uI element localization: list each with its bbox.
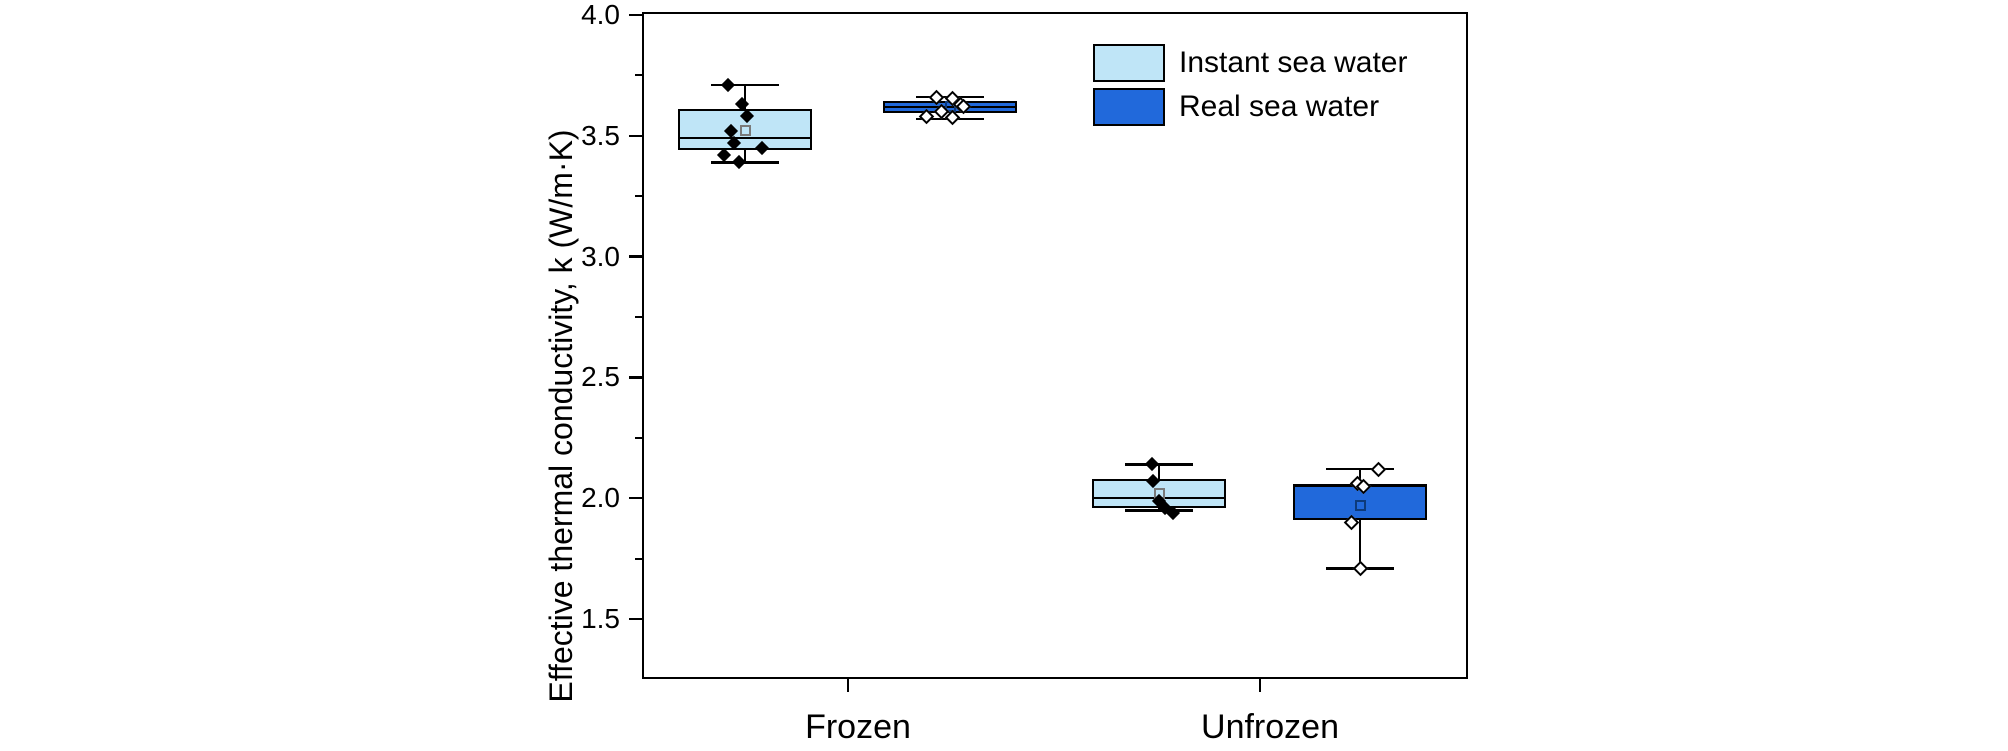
whisker-line-upper xyxy=(1158,464,1160,479)
y-major-tick xyxy=(629,13,642,17)
y-tick-label: 3.0 xyxy=(581,240,620,272)
x-category-label: Frozen xyxy=(805,708,911,746)
median-line xyxy=(678,137,812,140)
legend-label-instant-sea-water: Instant sea water xyxy=(1179,46,1408,79)
y-tick-label: 4.0 xyxy=(581,0,620,30)
legend-swatch-real-sea-water xyxy=(1093,88,1165,126)
plot-frame xyxy=(642,12,1468,679)
y-major-tick xyxy=(629,617,642,621)
whisker-cap-upper xyxy=(711,83,779,87)
y-major-tick xyxy=(629,496,642,500)
legend-entry-real-sea-water: Real sea water xyxy=(1093,88,1407,126)
whisker-cap-upper xyxy=(1125,463,1193,466)
y-tick-label: 2.5 xyxy=(581,361,620,393)
whisker-line-lower xyxy=(744,150,746,163)
y-minor-tick xyxy=(635,436,642,439)
x-category-label: Unfrozen xyxy=(1201,708,1339,746)
y-tick-label: 2.0 xyxy=(581,482,620,514)
y-minor-tick xyxy=(635,195,642,198)
median-line xyxy=(883,105,1017,108)
whisker-cap-upper xyxy=(1326,467,1394,471)
y-major-tick xyxy=(629,134,642,138)
legend-entry-instant-sea-water: Instant sea water xyxy=(1093,44,1407,82)
y-major-tick xyxy=(629,255,642,258)
y-major-tick xyxy=(629,376,642,379)
x-category-tick xyxy=(1258,679,1262,692)
legend-swatch-instant-sea-water xyxy=(1093,44,1165,82)
y-tick-label: 1.5 xyxy=(581,603,620,634)
y-axis-title: Effective thermal conductivity, k (W/m·K… xyxy=(543,129,579,703)
mean-marker xyxy=(1354,499,1366,511)
y-minor-tick xyxy=(635,316,642,318)
mean-marker xyxy=(739,125,751,137)
whisker-line-upper xyxy=(744,85,746,110)
y-minor-tick xyxy=(635,557,642,560)
legend: Instant sea water Real sea water xyxy=(1093,44,1407,132)
x-category-tick xyxy=(846,679,850,692)
legend-label-real-sea-water: Real sea water xyxy=(1179,90,1380,123)
whisker-line-upper xyxy=(1359,469,1361,484)
y-minor-tick xyxy=(635,74,642,77)
whisker-cap-lower xyxy=(1125,509,1193,512)
whisker-line-lower xyxy=(1359,519,1361,569)
y-tick-label: 3.5 xyxy=(581,119,620,151)
